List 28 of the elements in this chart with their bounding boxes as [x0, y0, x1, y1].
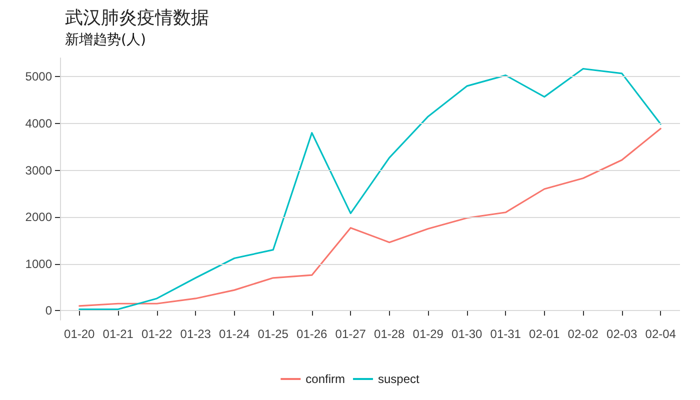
line-series: [78, 128, 662, 307]
x-tick-label: 01-21: [102, 327, 134, 341]
legend-label: suspect: [378, 372, 420, 386]
x-tick-label: 01-24: [219, 327, 250, 341]
y-tick-label: 5000: [25, 70, 52, 84]
x-tick-label: 01-25: [258, 327, 289, 341]
line-series: [78, 68, 662, 310]
x-tick-label: 01-28: [374, 327, 406, 341]
chart-title: 武汉肺炎疫情数据: [65, 8, 209, 28]
y-tick-label: 2000: [25, 210, 52, 224]
legend-label: confirm: [306, 372, 345, 386]
chart-subtitle: 新增趋势(人): [65, 32, 146, 48]
x-tick-label: 02-01: [529, 327, 560, 341]
x-tick-label: 02-04: [645, 327, 676, 341]
x-tick-label: 01-30: [452, 327, 483, 341]
y-tick-label: 3000: [25, 163, 52, 178]
x-tick-label: 02-03: [606, 327, 638, 341]
x-tick-label: 02-02: [568, 327, 599, 341]
x-tick-label: 01-23: [180, 327, 212, 341]
x-tick-label: 01-22: [142, 327, 173, 341]
x-tick-label: 01-29: [412, 327, 444, 341]
y-tick-label: 4000: [25, 116, 52, 130]
y-tick-label: 0: [45, 304, 52, 318]
y-tick-label: 1000: [25, 256, 52, 271]
x-tick-label: 01-31: [490, 327, 522, 341]
x-tick-label: 01-20: [64, 327, 96, 341]
x-tick-label: 01-27: [335, 327, 366, 341]
x-tick-label: 01-26: [296, 327, 328, 341]
